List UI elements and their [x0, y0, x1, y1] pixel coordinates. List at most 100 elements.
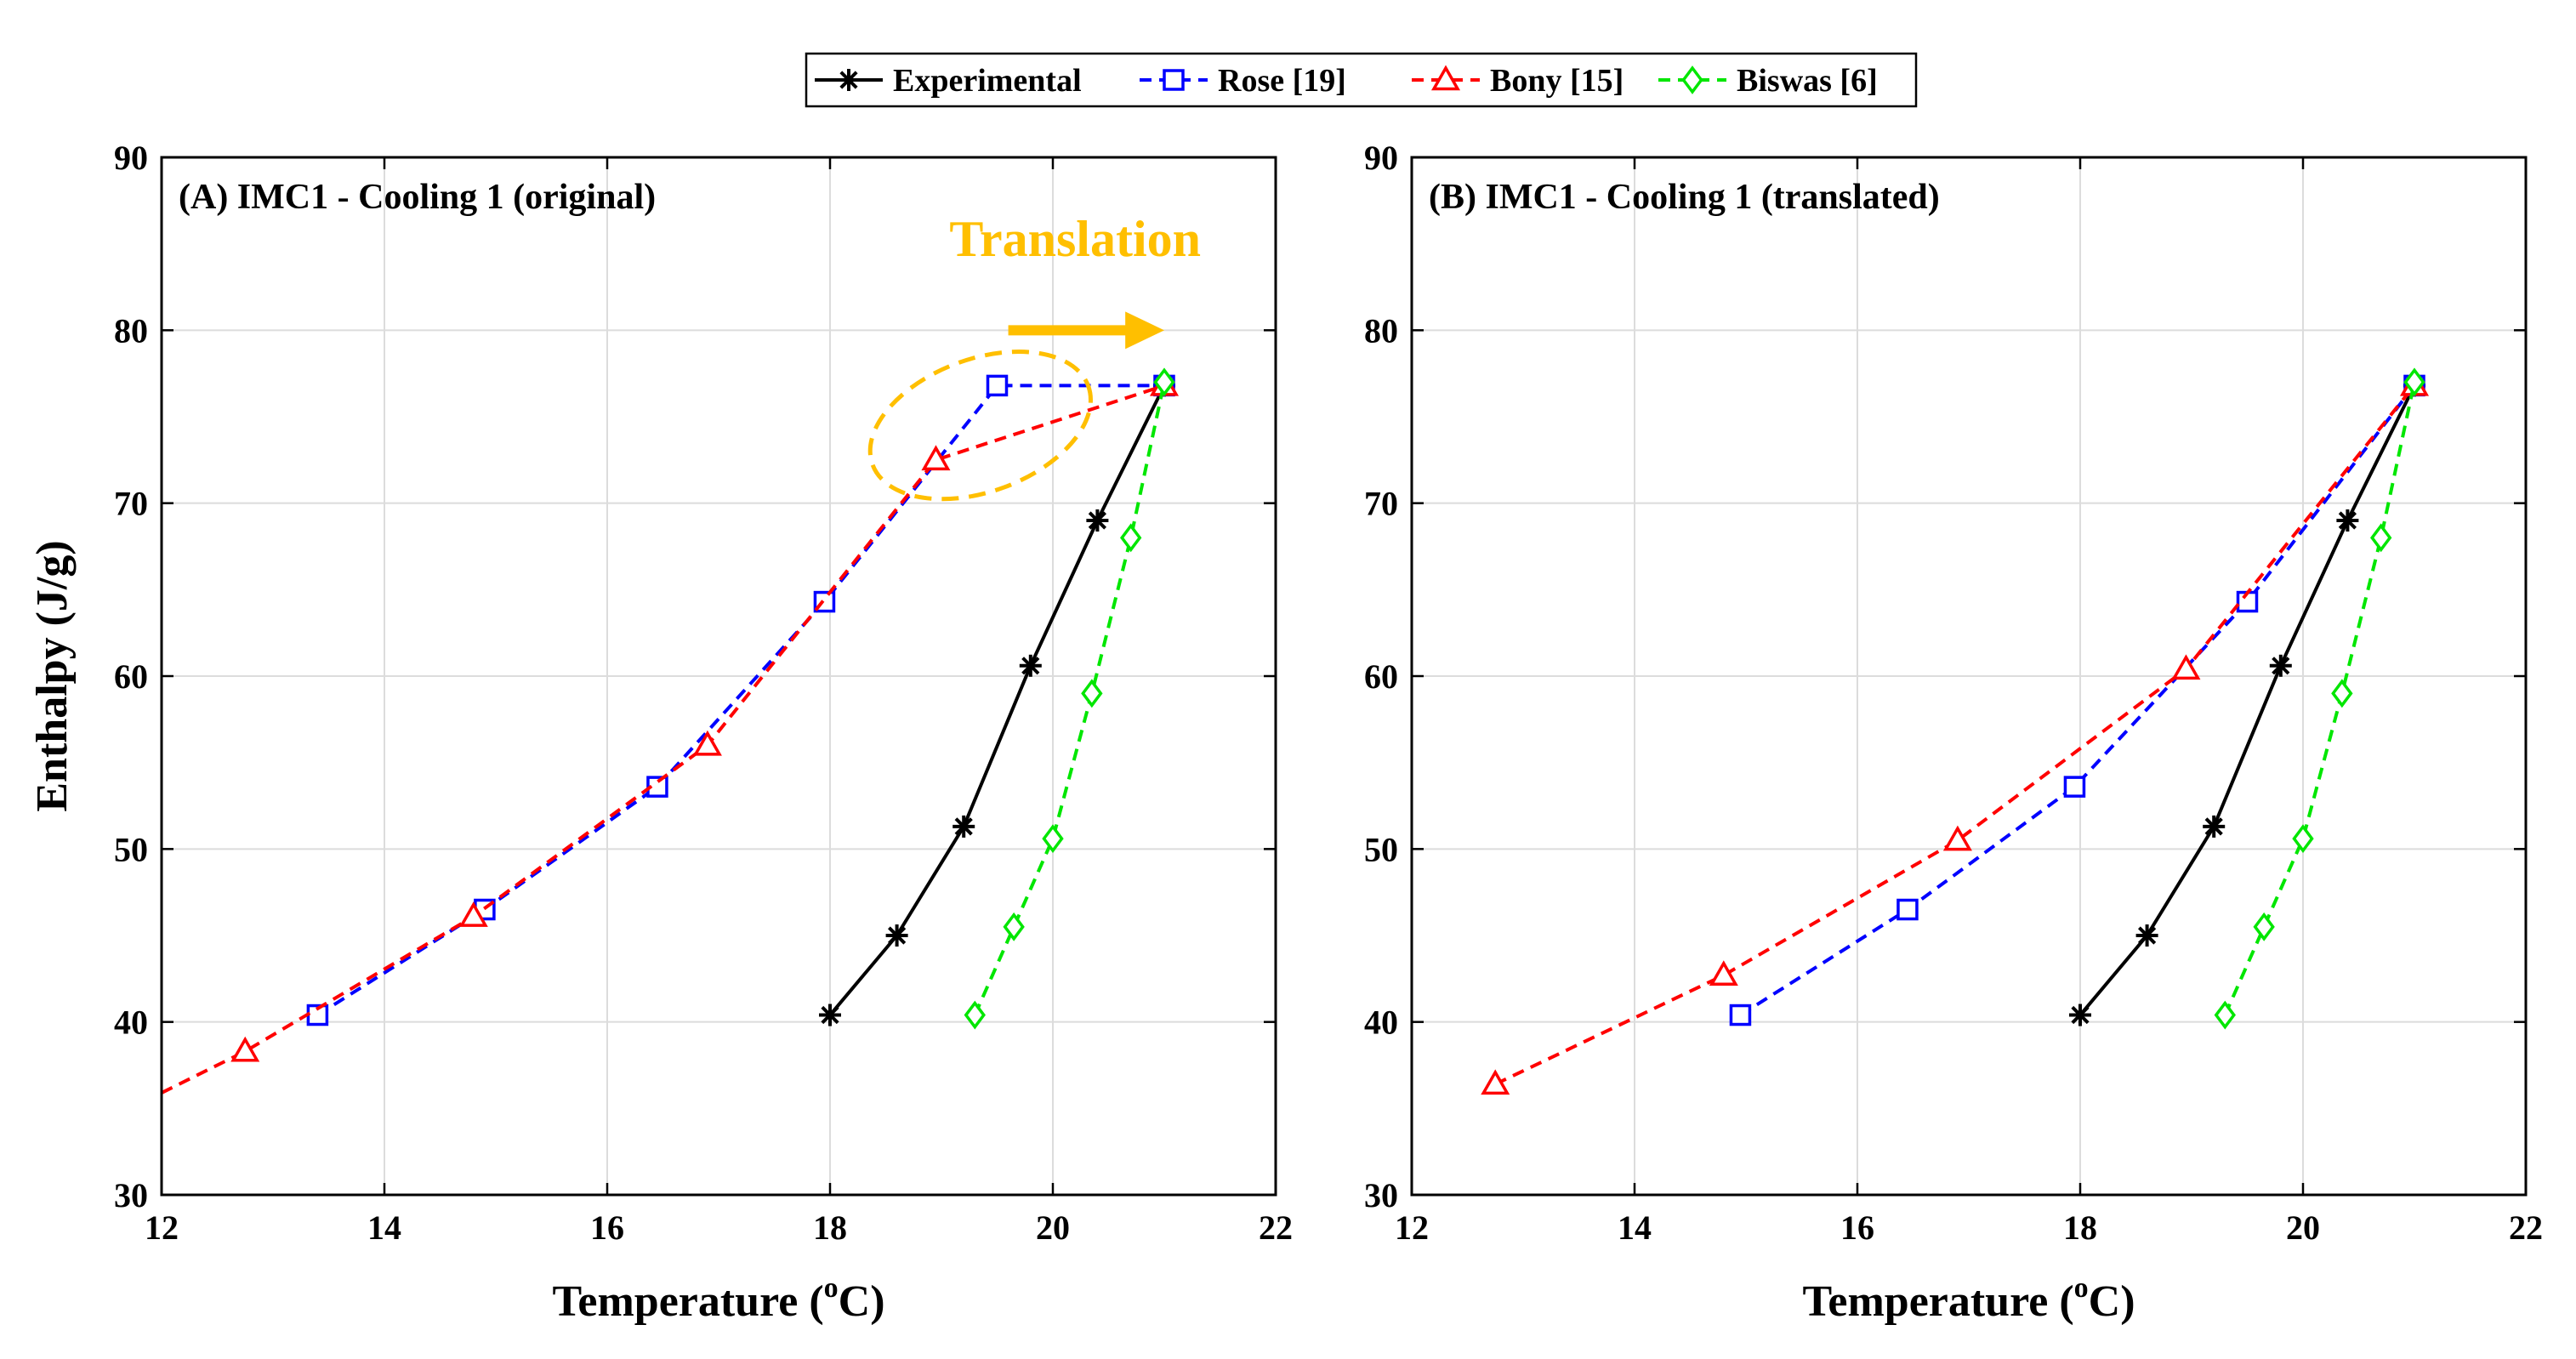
x-axis-label-main: Temperature ( — [1802, 1277, 2073, 1326]
x-tick-label: 22 — [2509, 1208, 2543, 1247]
axis-ticks: 12 14 16 18 20 22 30 40 50 60 70 80 90 — [114, 139, 1293, 1247]
y-tick-label: 70 — [114, 485, 148, 523]
axis-ticks: 12 14 16 18 20 22 30 40 50 60 70 80 90 — [1364, 139, 2543, 1247]
y-tick-label: 70 — [1364, 485, 1398, 523]
data-point — [2203, 815, 2226, 838]
series-biswas — [2214, 367, 2425, 1030]
legend-marker — [1163, 69, 1185, 91]
x-tick-label: 18 — [813, 1208, 847, 1247]
translation-annotation: Translation — [867, 211, 1201, 502]
legend-label: Biswas [6] — [1737, 63, 1878, 99]
data-point — [230, 1036, 260, 1062]
y-tick-label: 50 — [1364, 830, 1398, 868]
x-tick-label: 22 — [1259, 1208, 1293, 1247]
data-point — [952, 815, 975, 838]
y-tick-label: 60 — [114, 657, 148, 696]
data-point — [2171, 654, 2201, 680]
asterisk-stroke — [2272, 657, 2290, 675]
diamond-shape — [1042, 824, 1064, 854]
asterisk-stroke — [821, 1005, 839, 1025]
legend-entry: Rose [19] — [1140, 63, 1346, 99]
series-line — [2078, 384, 2416, 1016]
x-axis-label-sup: o — [2074, 1272, 2089, 1304]
panel-title: (B) IMC1 - Cooling 1 (translated) — [1429, 178, 1940, 217]
legend-entry: Bony [15] — [1412, 63, 1624, 99]
data-point — [1942, 825, 1972, 851]
asterisk-stroke — [1021, 657, 1040, 675]
data-point — [819, 1004, 841, 1026]
diamond-shape — [964, 1000, 986, 1030]
asterisk-stroke — [1088, 511, 1107, 530]
plot-area — [162, 367, 1180, 1095]
y-tick-label: 90 — [114, 139, 148, 177]
legend-marker — [1681, 65, 1703, 94]
data-point — [1042, 824, 1064, 854]
x-axis-label-end: C) — [2089, 1277, 2135, 1326]
data-point — [2063, 776, 2086, 798]
legend-label: Bony [15] — [1490, 63, 1624, 99]
square-shape — [1896, 898, 1919, 921]
x-tick-label: 14 — [367, 1208, 401, 1247]
data-point — [1019, 654, 1042, 677]
data-point — [885, 924, 908, 947]
asterisk-stroke — [2137, 926, 2157, 945]
diamond-shape — [1081, 679, 1103, 708]
x-tick-label: 16 — [1840, 1208, 1874, 1247]
triangle-shape — [1709, 960, 1738, 987]
triangle-shape — [1430, 65, 1461, 91]
x-axis-label-end: C) — [839, 1277, 885, 1326]
legend-marker — [1430, 65, 1461, 91]
diamond-shape — [1003, 912, 1025, 941]
data-point — [964, 1000, 986, 1030]
asterisk-stroke — [839, 71, 858, 89]
data-point — [2214, 1000, 2236, 1030]
diamond-shape — [1681, 65, 1703, 94]
y-tick-label: 50 — [114, 830, 148, 868]
data-point — [1709, 960, 1738, 987]
x-tick-label: 14 — [1618, 1208, 1652, 1247]
series-line — [1739, 384, 2416, 1017]
legend-label: Rose [19] — [1218, 63, 1346, 99]
triangle-shape — [458, 901, 488, 927]
triangle-shape — [1481, 1069, 1510, 1095]
data-point — [2253, 912, 2275, 941]
series-line — [1494, 384, 2416, 1086]
data-point — [458, 901, 488, 927]
data-point — [1081, 679, 1103, 708]
data-point — [2069, 1004, 2091, 1026]
data-point — [2403, 367, 2425, 397]
diamond-shape — [1120, 523, 1142, 553]
asterisk-stroke — [2204, 817, 2223, 836]
data-point — [1153, 367, 1175, 397]
square-shape — [1729, 1004, 1752, 1026]
chart-panel-a: 12 14 16 18 20 22 30 40 50 60 70 80 90 (A) IMC1 - Coo… — [28, 139, 1293, 1326]
data-point — [2269, 654, 2292, 677]
square-shape — [2063, 776, 2086, 798]
series-line — [2223, 381, 2416, 1016]
y-tick-label: 40 — [1364, 1004, 1398, 1042]
data-point — [1481, 1069, 1510, 1095]
y-tick-label: 90 — [1364, 139, 1398, 177]
legend-marker — [838, 69, 860, 91]
data-point — [692, 730, 722, 756]
triangle-shape — [921, 445, 951, 471]
legend: Experimental Rose [19] Bony [15] Biswas [6] — [805, 52, 1918, 108]
y-tick-label: 60 — [1364, 657, 1398, 696]
x-tick-label: 18 — [2063, 1208, 2097, 1247]
x-axis-label: Temperature (oC) — [552, 1272, 884, 1326]
data-point — [986, 374, 1009, 397]
y-tick-label: 80 — [1364, 311, 1398, 350]
data-point — [2331, 679, 2353, 708]
diamond-shape — [2370, 523, 2392, 553]
x-axis-label: Temperature (oC) — [1802, 1272, 2135, 1326]
legend-entry: Biswas [6] — [1658, 63, 1878, 99]
square-shape — [1163, 69, 1185, 91]
triangle-shape — [2171, 654, 2201, 680]
asterisk-stroke — [2071, 1005, 2090, 1025]
legend-label: Experimental — [893, 63, 1082, 99]
square-shape — [986, 374, 1009, 397]
series-experimental — [2069, 374, 2425, 1026]
diamond-shape — [2292, 824, 2314, 854]
